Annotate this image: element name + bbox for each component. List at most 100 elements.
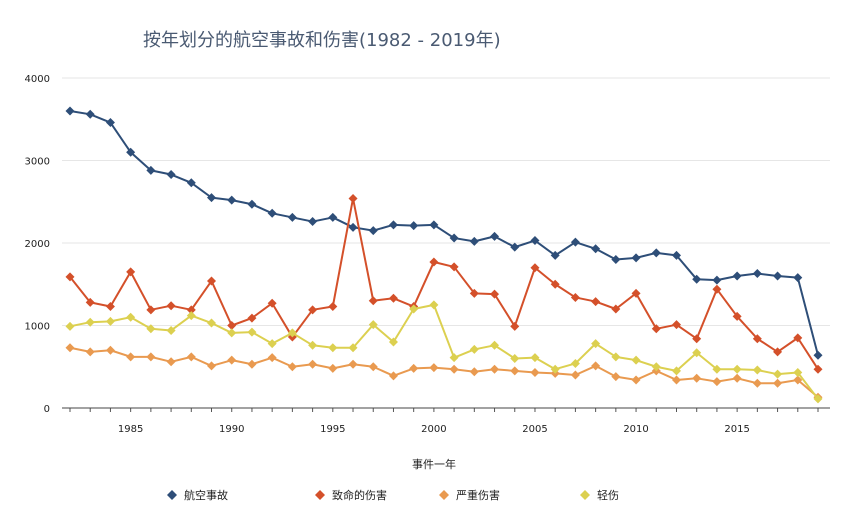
data-point [712, 284, 722, 294]
legend-marker [167, 490, 177, 500]
data-point [65, 272, 75, 282]
data-point [247, 199, 257, 209]
data-point [267, 339, 277, 349]
legend-label: 严重伤害 [456, 488, 500, 502]
data-point [65, 106, 75, 116]
data-point [611, 255, 621, 264]
data-point [732, 373, 742, 383]
data-point [490, 231, 500, 241]
data-point [126, 352, 136, 362]
data-point [328, 302, 338, 312]
data-point [651, 248, 661, 258]
data-point [247, 359, 257, 369]
data-point [429, 257, 439, 267]
data-point [550, 279, 560, 289]
data-point [793, 368, 803, 378]
legend-marker [439, 490, 449, 500]
data-point [449, 353, 459, 363]
data-point [631, 375, 641, 385]
legend-label: 轻伤 [597, 488, 619, 502]
data-point [227, 195, 237, 205]
x-tick-label: 2010 [623, 424, 648, 435]
data-point [611, 304, 621, 314]
x-tick-label: 2000 [421, 424, 446, 435]
data-point [308, 217, 318, 227]
y-tick-label: 4000 [25, 74, 50, 85]
data-point [510, 321, 520, 331]
data-point [591, 297, 601, 307]
series-4 [65, 300, 823, 404]
data-point [328, 343, 338, 353]
data-point [409, 304, 419, 314]
data-point [591, 339, 601, 349]
data-point [611, 352, 621, 362]
legend-marker [315, 490, 325, 500]
data-point [510, 242, 520, 252]
data-point [752, 365, 762, 375]
legend-marker [580, 490, 590, 500]
data-point [530, 353, 540, 363]
data-point [692, 373, 702, 383]
x-tick-label: 2005 [522, 424, 547, 435]
data-point [793, 333, 803, 343]
data-point [105, 302, 115, 312]
data-point [409, 363, 419, 373]
data-point [671, 366, 681, 376]
data-point [207, 193, 217, 203]
data-point [570, 237, 580, 247]
data-point [773, 271, 783, 281]
data-point [449, 262, 459, 272]
data-point [510, 354, 520, 363]
data-point [712, 275, 722, 285]
data-point [530, 263, 540, 273]
legend-item: 航空事故 [167, 488, 228, 502]
data-point [469, 344, 479, 354]
data-point [692, 334, 702, 344]
series-1 [65, 106, 823, 360]
data-point [469, 367, 479, 377]
y-tick-label: 1000 [25, 322, 50, 333]
legend-label: 航空事故 [184, 488, 228, 502]
data-point [207, 361, 217, 371]
x-tick-label: 1990 [219, 424, 244, 435]
legend-item: 致命的伤害 [315, 488, 387, 502]
data-point [388, 371, 398, 381]
data-point [105, 345, 115, 355]
data-point [530, 236, 540, 246]
series-2 [65, 193, 823, 374]
data-point [186, 178, 196, 188]
data-point [126, 267, 136, 277]
data-point [247, 313, 257, 323]
data-point [368, 362, 378, 372]
x-tick-label: 1985 [118, 424, 143, 435]
data-point [409, 221, 419, 231]
data-point [65, 321, 75, 331]
data-point [570, 358, 580, 368]
data-point [651, 362, 661, 372]
data-point [247, 327, 257, 337]
data-point [773, 347, 783, 357]
data-point [752, 334, 762, 344]
data-point [429, 300, 439, 310]
data-point [469, 236, 479, 246]
data-point [368, 296, 378, 306]
data-point [267, 208, 277, 218]
data-point [671, 250, 681, 260]
legend-item: 严重伤害 [439, 488, 500, 502]
data-point [752, 378, 762, 388]
data-point [227, 321, 237, 330]
series-3 [65, 343, 823, 402]
x-axis-title: 事件一年 [412, 457, 456, 471]
data-point [712, 377, 722, 387]
data-point [793, 273, 803, 283]
data-point [348, 343, 358, 353]
data-point [207, 318, 217, 328]
data-point [227, 328, 237, 338]
data-point [631, 253, 641, 263]
data-point [530, 368, 540, 378]
data-point [328, 363, 338, 373]
data-point [166, 357, 176, 367]
data-point [85, 317, 95, 327]
data-point [510, 366, 520, 376]
